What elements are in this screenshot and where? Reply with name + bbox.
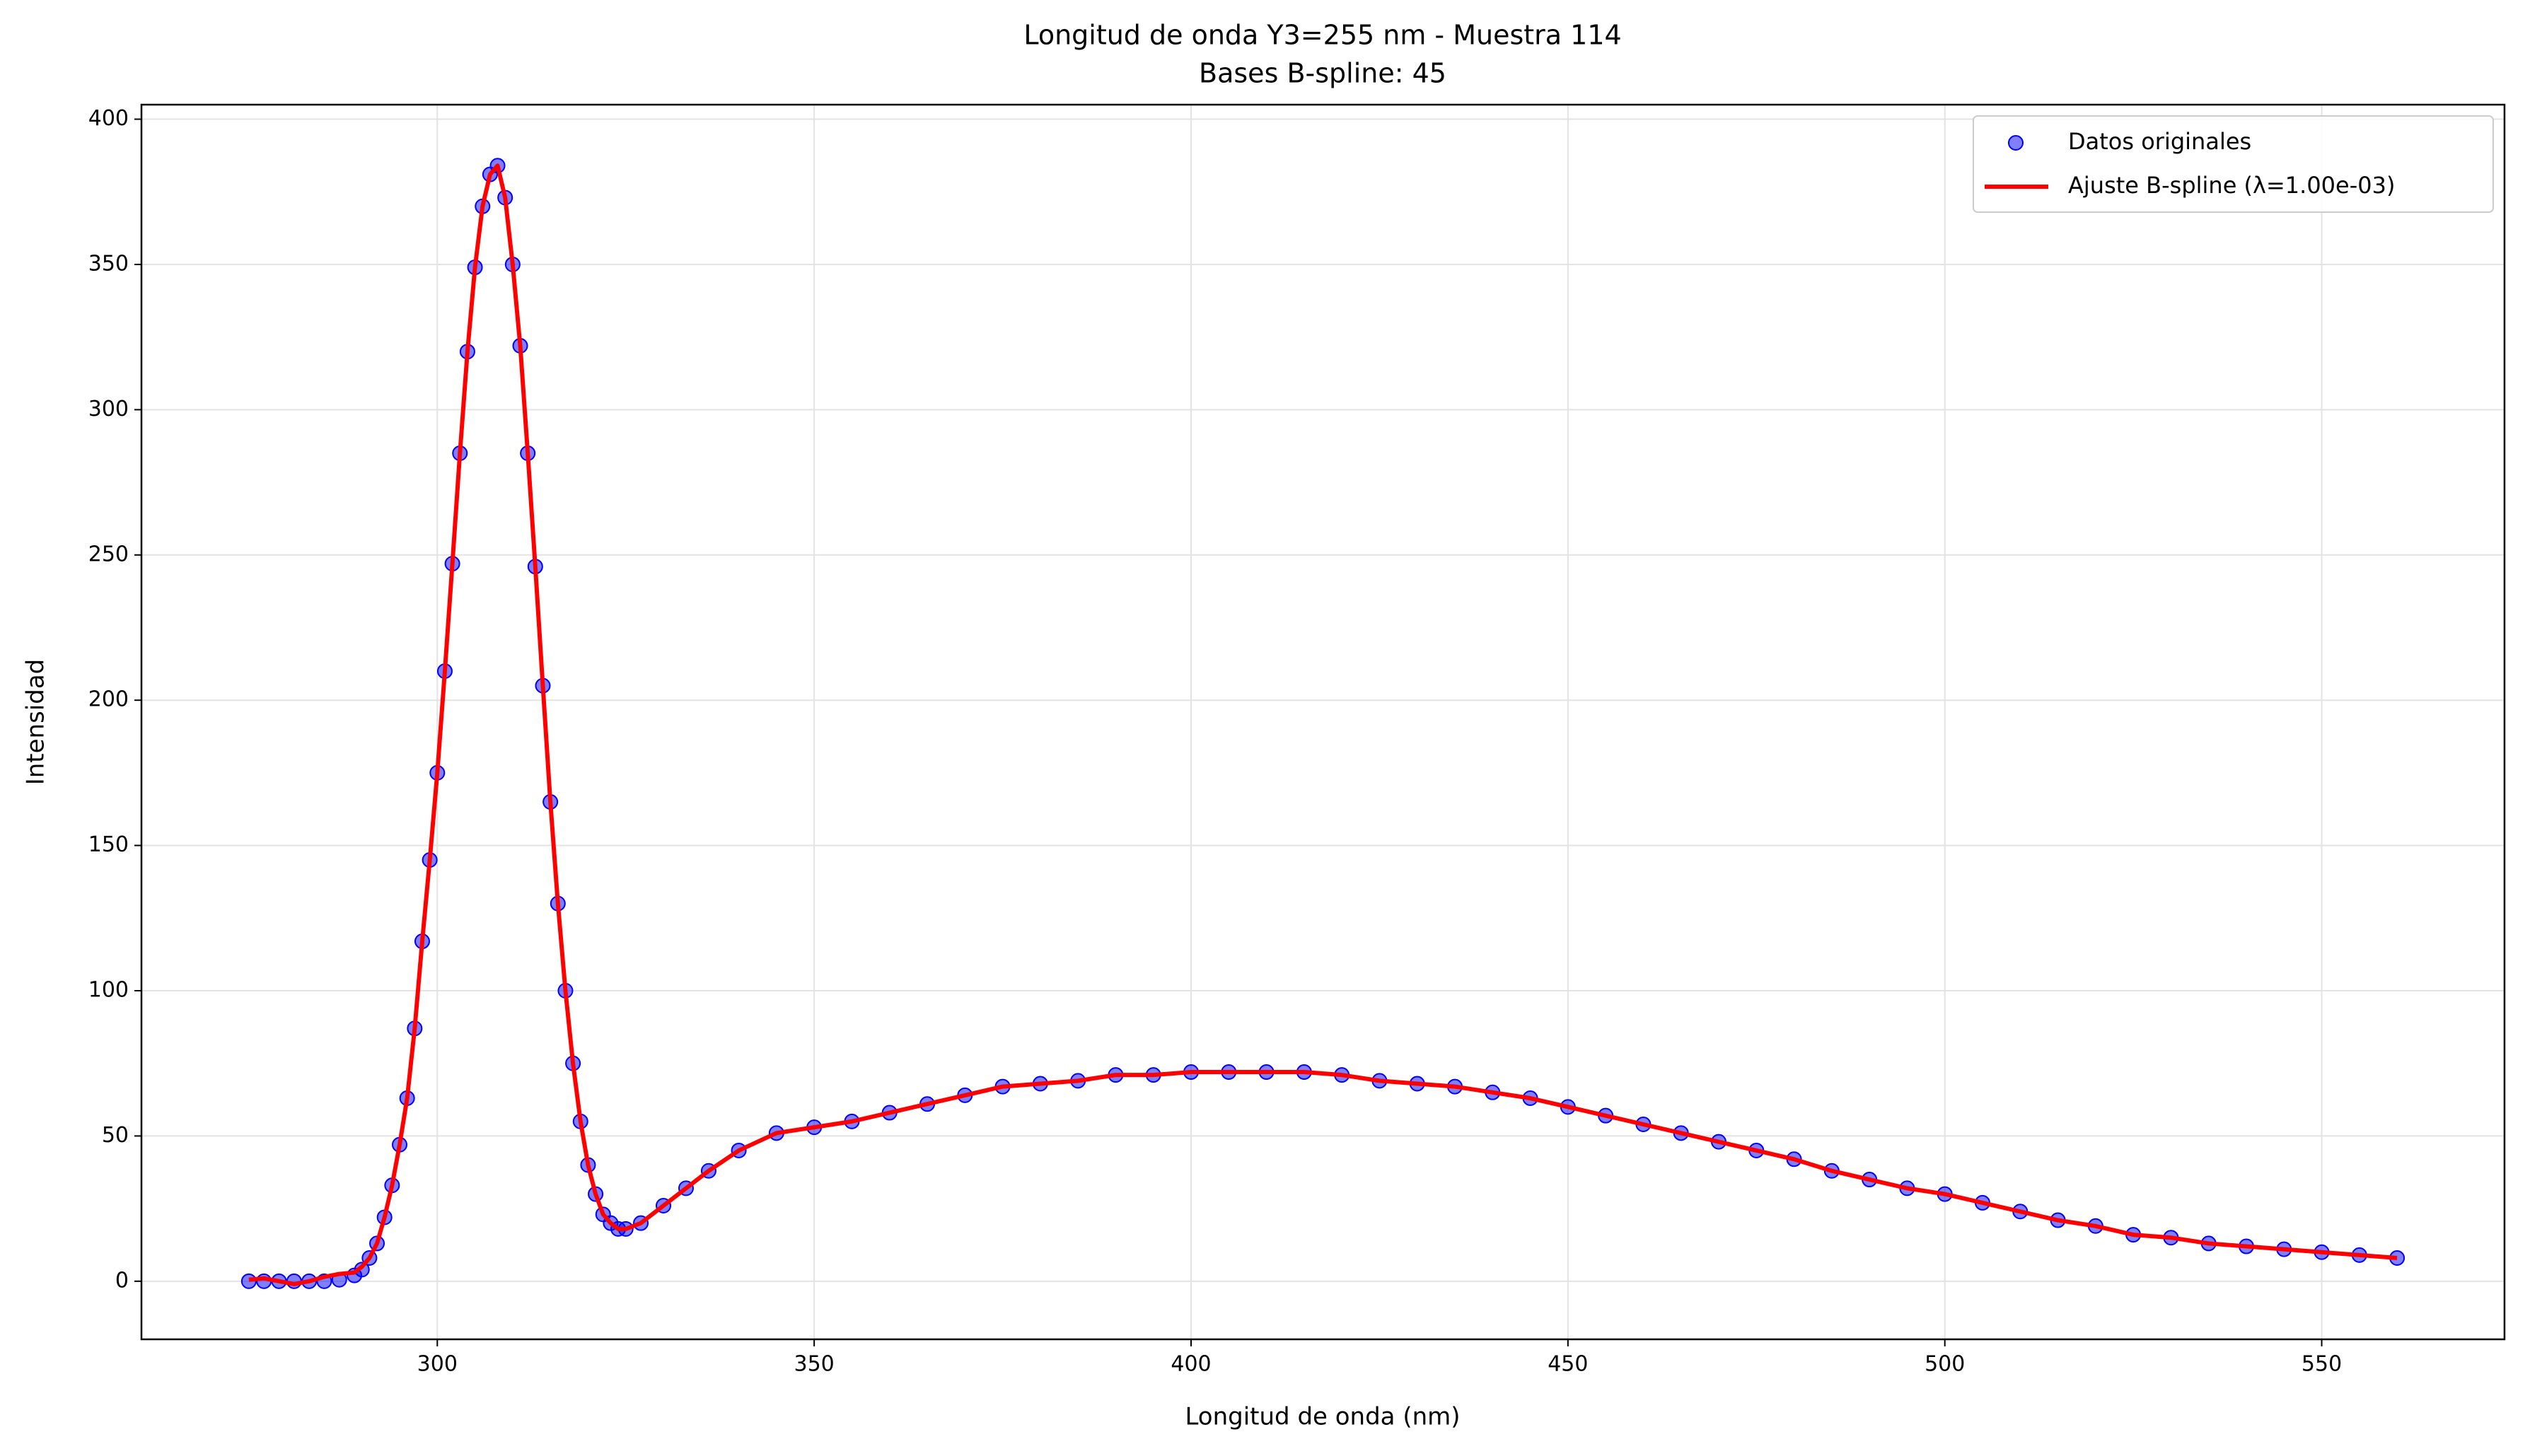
y-tick-label: 0 (115, 1268, 129, 1293)
chart-title: Longitud de onda Y3=255 nm - Muestra 114 (1023, 20, 1621, 51)
y-tick-label: 350 (88, 251, 129, 276)
x-tick-label: 500 (1925, 1352, 1965, 1377)
legend-label: Ajuste B-spline (λ=1.00e-03) (2068, 172, 2395, 199)
x-tick-label: 300 (417, 1352, 458, 1377)
y-tick-label: 50 (102, 1123, 129, 1148)
y-tick-label: 300 (88, 397, 129, 421)
plot-frame (140, 103, 2506, 1341)
y-tick-label: 100 (88, 978, 129, 1003)
chart-subtitle: Bases B-spline: 45 (1199, 58, 1446, 89)
y-tick-label: 250 (88, 542, 129, 566)
x-tick-label: 400 (1171, 1352, 1211, 1377)
y-axis-label: Intensidad (22, 659, 50, 786)
fit-line (248, 163, 2398, 1286)
x-tick-label: 550 (2301, 1352, 2342, 1377)
legend-label: Datos originales (2068, 128, 2251, 155)
x-tick-label: 350 (794, 1352, 835, 1377)
y-tick-label: 200 (88, 687, 129, 712)
y-tick-label: 150 (88, 832, 129, 857)
x-axis-label: Longitud de onda (nm) (1185, 1403, 1460, 1431)
legend-marker (2008, 135, 2024, 151)
legend-box (1973, 115, 2494, 213)
x-tick-label: 450 (1548, 1352, 1588, 1377)
y-tick-label: 400 (88, 106, 129, 131)
